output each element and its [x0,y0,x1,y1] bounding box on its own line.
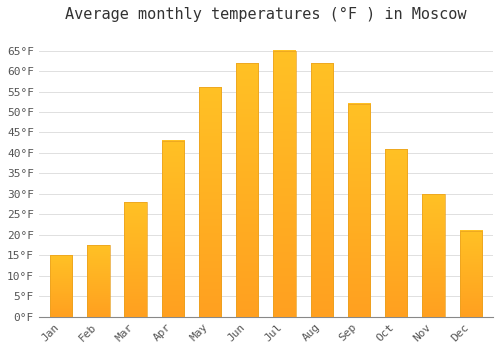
Bar [87,245,110,317]
Bar [460,231,482,317]
Bar [199,88,222,317]
Bar [50,256,72,317]
Bar [310,63,333,317]
Bar [124,202,147,317]
Bar [385,149,407,317]
Bar [348,104,370,317]
Bar [162,141,184,317]
Bar [236,63,258,317]
Title: Average monthly temperatures (°F ) in Moscow: Average monthly temperatures (°F ) in Mo… [65,7,466,22]
Bar [422,194,444,317]
Bar [274,50,295,317]
